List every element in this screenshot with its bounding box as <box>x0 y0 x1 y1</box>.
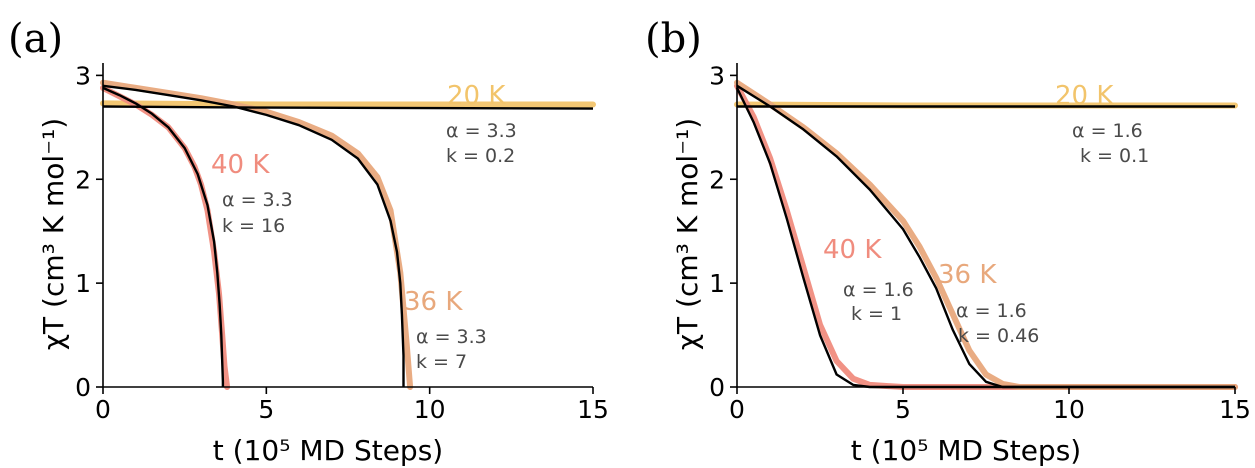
fit-parameter-annotation: k = 7 <box>416 351 467 373</box>
series-label: 36 K <box>938 260 997 290</box>
fit-parameter-annotation: α = 1.6 <box>843 279 914 301</box>
x-tick-label: 0 <box>95 395 111 424</box>
y-tick-label: 2 <box>709 165 725 194</box>
fit-parameter-annotation: α = 3.3 <box>446 120 517 142</box>
series-label: 40 K <box>823 235 882 265</box>
fit-line-40k <box>735 87 1235 389</box>
x-tick-label: 5 <box>895 395 911 424</box>
fit-line-20k <box>102 105 594 110</box>
series-line-40k <box>100 84 231 390</box>
series-label: 36 K <box>404 287 463 317</box>
panel-label: (b) <box>645 16 702 62</box>
y-tick-label: 1 <box>75 269 91 298</box>
x-tick-label: 15 <box>1219 395 1251 424</box>
series-label: 20 K <box>447 81 506 111</box>
fit-parameter-annotation: k = 1 <box>851 303 902 325</box>
fit-parameter-annotation: α = 1.6 <box>1072 120 1143 142</box>
y-axis-label: χT (cm³ K mol⁻¹) <box>37 118 70 350</box>
fit-parameter-annotation: k = 0.46 <box>958 325 1039 347</box>
x-axis-label: t (10⁵ MD Steps) <box>213 434 443 467</box>
series-line-36k <box>734 79 1238 390</box>
fit-parameter-annotation: α = 1.6 <box>956 300 1027 322</box>
fit-line-36k <box>102 84 405 387</box>
y-tick-label: 3 <box>75 61 91 90</box>
fit-parameter-annotation: k = 16 <box>222 215 285 237</box>
fit-parameter-annotation: k = 0.2 <box>446 145 515 167</box>
y-axis-label: χT (cm³ K mol⁻¹) <box>671 118 704 350</box>
series-label: 40 K <box>211 150 270 180</box>
y-tick-label: 3 <box>709 61 725 90</box>
series-label: 20 K <box>1055 81 1114 111</box>
x-tick-label: 15 <box>577 395 609 424</box>
fit-line-36k <box>736 84 1235 389</box>
fit-parameter-annotation: k = 0.1 <box>1080 145 1149 167</box>
y-tick-label: 2 <box>75 165 91 194</box>
chart-panel-a: (a) 0 5 10 15 0 1 2 3 t (10⁵ MD Steps) χT (cm³ K m… <box>8 16 609 467</box>
fit-parameter-annotation: α = 3.3 <box>222 189 293 211</box>
series-line-20k <box>100 100 596 108</box>
x-tick-label: 10 <box>414 395 446 424</box>
x-tick-label: 5 <box>258 395 274 424</box>
fit-parameter-annotation: α = 3.3 <box>416 326 487 348</box>
y-tick-label: 0 <box>709 373 725 402</box>
x-tick-label: 0 <box>729 395 745 424</box>
x-axis-label: t (10⁵ MD Steps) <box>851 434 1081 467</box>
chart-panel-b: (b) 0 5 10 15 0 1 2 3 t (10⁵ MD Steps) χT (cm³ K m… <box>645 16 1251 467</box>
y-tick-label: 0 <box>75 373 91 402</box>
y-tick-label: 1 <box>709 269 725 298</box>
fit-line-40k <box>102 86 225 387</box>
x-tick-label: 10 <box>1053 395 1085 424</box>
panel-label: (a) <box>8 16 63 62</box>
